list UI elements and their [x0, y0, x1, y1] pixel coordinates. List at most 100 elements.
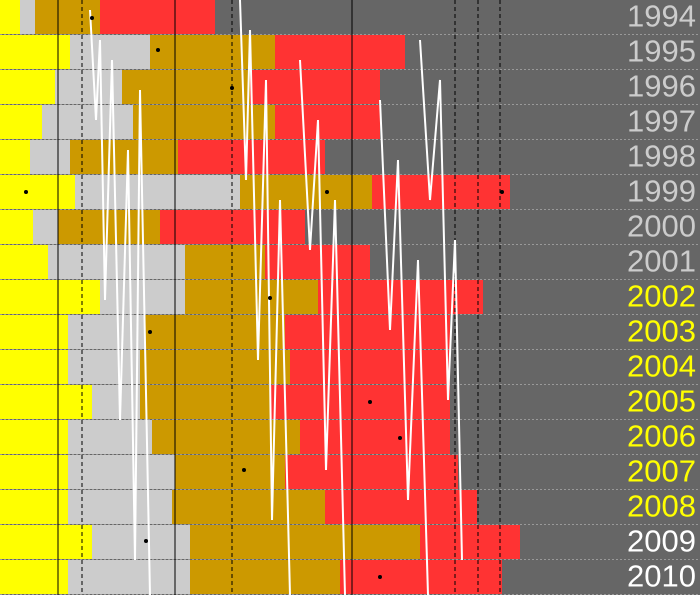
dot: [24, 190, 28, 194]
bar-segment: [270, 385, 450, 419]
bar-segment: [420, 525, 520, 559]
bar-segment: [185, 280, 318, 314]
row-label: 1996: [627, 69, 696, 104]
dot: [242, 468, 246, 472]
bar-segment: [68, 350, 140, 384]
bar-segment: [70, 140, 178, 174]
bar-segment: [0, 490, 68, 524]
spike-line: [419, 39, 463, 561]
row-label: 2000: [627, 209, 696, 244]
bar-segment: [0, 245, 48, 279]
bar-segment: [30, 140, 70, 174]
bar-segment: [300, 420, 450, 454]
bar-segment: [0, 350, 68, 384]
bar-segment: [178, 140, 325, 174]
spike-line: [299, 59, 346, 595]
dot: [268, 296, 272, 300]
bar-segment: [20, 0, 35, 34]
bar-segment: [290, 350, 450, 384]
bar-segment: [318, 280, 483, 314]
bar-segment: [33, 210, 58, 244]
dot: [148, 330, 152, 334]
row-label: 2004: [627, 349, 696, 384]
bar-segment: [75, 175, 240, 209]
bar-segment: [42, 105, 133, 139]
bar-segment: [372, 175, 510, 209]
bar-segment: [68, 455, 175, 489]
bar-segment: [275, 105, 380, 139]
bar-segment: [122, 70, 250, 104]
dot: [325, 190, 329, 194]
bar-segment: [0, 560, 68, 594]
bar-segment: [190, 560, 340, 594]
row-label: 2002: [627, 279, 696, 314]
bar-segment: [285, 455, 458, 489]
bar-segment: [140, 350, 290, 384]
bar-segment: [0, 35, 70, 69]
spike-line: [89, 9, 151, 595]
row-label: 2008: [627, 489, 696, 524]
row-label: 2010: [627, 559, 696, 594]
bar-segment: [0, 0, 20, 34]
dot: [156, 48, 160, 52]
dot: [90, 16, 94, 20]
bar-segment: [0, 525, 92, 559]
row-label: 1995: [627, 34, 696, 69]
row-label: 1999: [627, 174, 696, 209]
bar-segment: [133, 105, 275, 139]
labels: 1994199519961997199819992000200120022003…: [627, 0, 696, 594]
bar-segment: [250, 70, 380, 104]
bar-segment: [0, 140, 30, 174]
dot: [398, 436, 402, 440]
bar-segment: [0, 280, 100, 314]
bar-segment: [275, 35, 405, 69]
row-label: 2006: [627, 419, 696, 454]
row-label: 2001: [627, 244, 696, 279]
dot: [500, 190, 504, 194]
bar-segment: [68, 560, 190, 594]
row-label: 2003: [627, 314, 696, 349]
row-label: 1997: [627, 104, 696, 139]
bar-segment: [92, 525, 190, 559]
bar-segment: [58, 210, 160, 244]
bar-segment: [340, 560, 502, 594]
row-label: 2007: [627, 454, 696, 489]
bar-segment: [285, 315, 450, 349]
bar-segment: [0, 175, 75, 209]
bar-segment: [0, 70, 55, 104]
bar-segment: [35, 0, 100, 34]
bar-segment: [172, 490, 325, 524]
decorations: [24, 0, 504, 595]
dot: [368, 400, 372, 404]
bar-segment: [140, 385, 270, 419]
bar-segment: [150, 35, 275, 69]
dot: [230, 86, 234, 90]
bar-segment: [68, 420, 152, 454]
bar-segment: [185, 245, 265, 279]
bar-segment: [100, 0, 215, 34]
row-label: 1994: [627, 0, 696, 34]
bar-segment: [100, 280, 185, 314]
dot: [378, 575, 382, 579]
bar-segment: [152, 420, 300, 454]
row-label: 1998: [627, 139, 696, 174]
spike-line: [239, 0, 291, 595]
bar-segment: [145, 315, 285, 349]
dot: [144, 539, 148, 543]
bar-segment: [0, 105, 42, 139]
spike-line: [379, 99, 429, 595]
bar-segment: [175, 455, 285, 489]
bar-segment: [325, 490, 477, 524]
bar-segment: [68, 490, 172, 524]
bar-segment: [0, 385, 92, 419]
bar-segment: [0, 420, 68, 454]
row-label: 2009: [627, 524, 696, 559]
bar-segment: [190, 525, 420, 559]
bar-segment: [0, 455, 68, 489]
row-label: 2005: [627, 384, 696, 419]
bar-segment: [70, 35, 150, 69]
bar-segment: [0, 210, 33, 244]
